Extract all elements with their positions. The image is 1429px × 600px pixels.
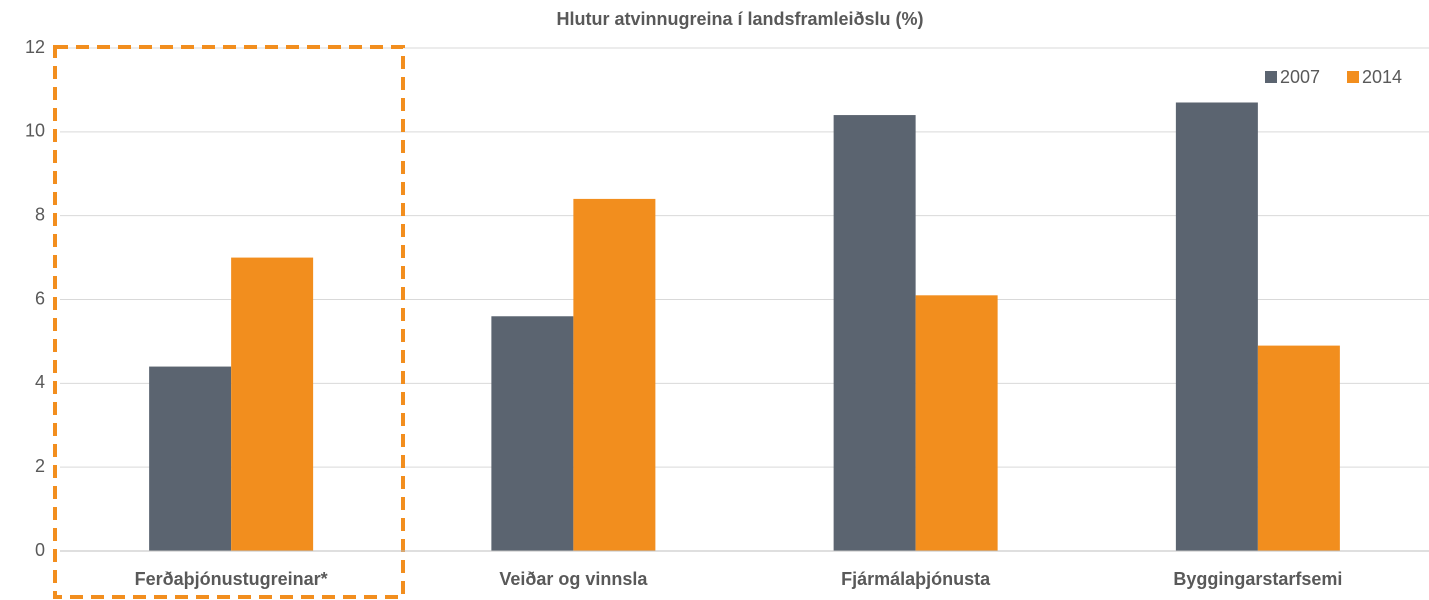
bar: [915, 295, 998, 551]
x-tick-label: Byggingarstarfsemi: [1173, 569, 1342, 589]
y-tick-label: 6: [35, 288, 45, 308]
bar: [573, 198, 656, 551]
bar: [491, 316, 574, 551]
highlight-box: [53, 45, 405, 599]
x-tick-label: Veiðar og vinnsla: [499, 569, 648, 589]
bar: [1175, 102, 1258, 551]
y-tick-label: 0: [35, 540, 45, 560]
legend-swatch: [1347, 71, 1359, 83]
legend-label: 2007: [1280, 67, 1320, 87]
bar: [833, 115, 916, 552]
y-tick-label: 8: [35, 204, 45, 224]
bar: [149, 366, 232, 551]
legend-swatch: [1265, 71, 1277, 83]
y-tick-label: 2: [35, 456, 45, 476]
y-tick-label: 10: [25, 121, 45, 141]
legend-label: 2014: [1362, 67, 1402, 87]
bar: [1257, 345, 1340, 551]
y-tick-label: 4: [35, 372, 45, 392]
bars: [149, 102, 1340, 552]
y-tick-label: 12: [25, 37, 45, 57]
bar: [231, 257, 314, 551]
x-tick-label: Ferðaþjónustugreinar*: [135, 569, 328, 589]
chart-title: Hlutur atvinnugreina í landsframleiðslu …: [556, 9, 923, 29]
x-tick-label: Fjármálaþjónusta: [841, 569, 991, 589]
